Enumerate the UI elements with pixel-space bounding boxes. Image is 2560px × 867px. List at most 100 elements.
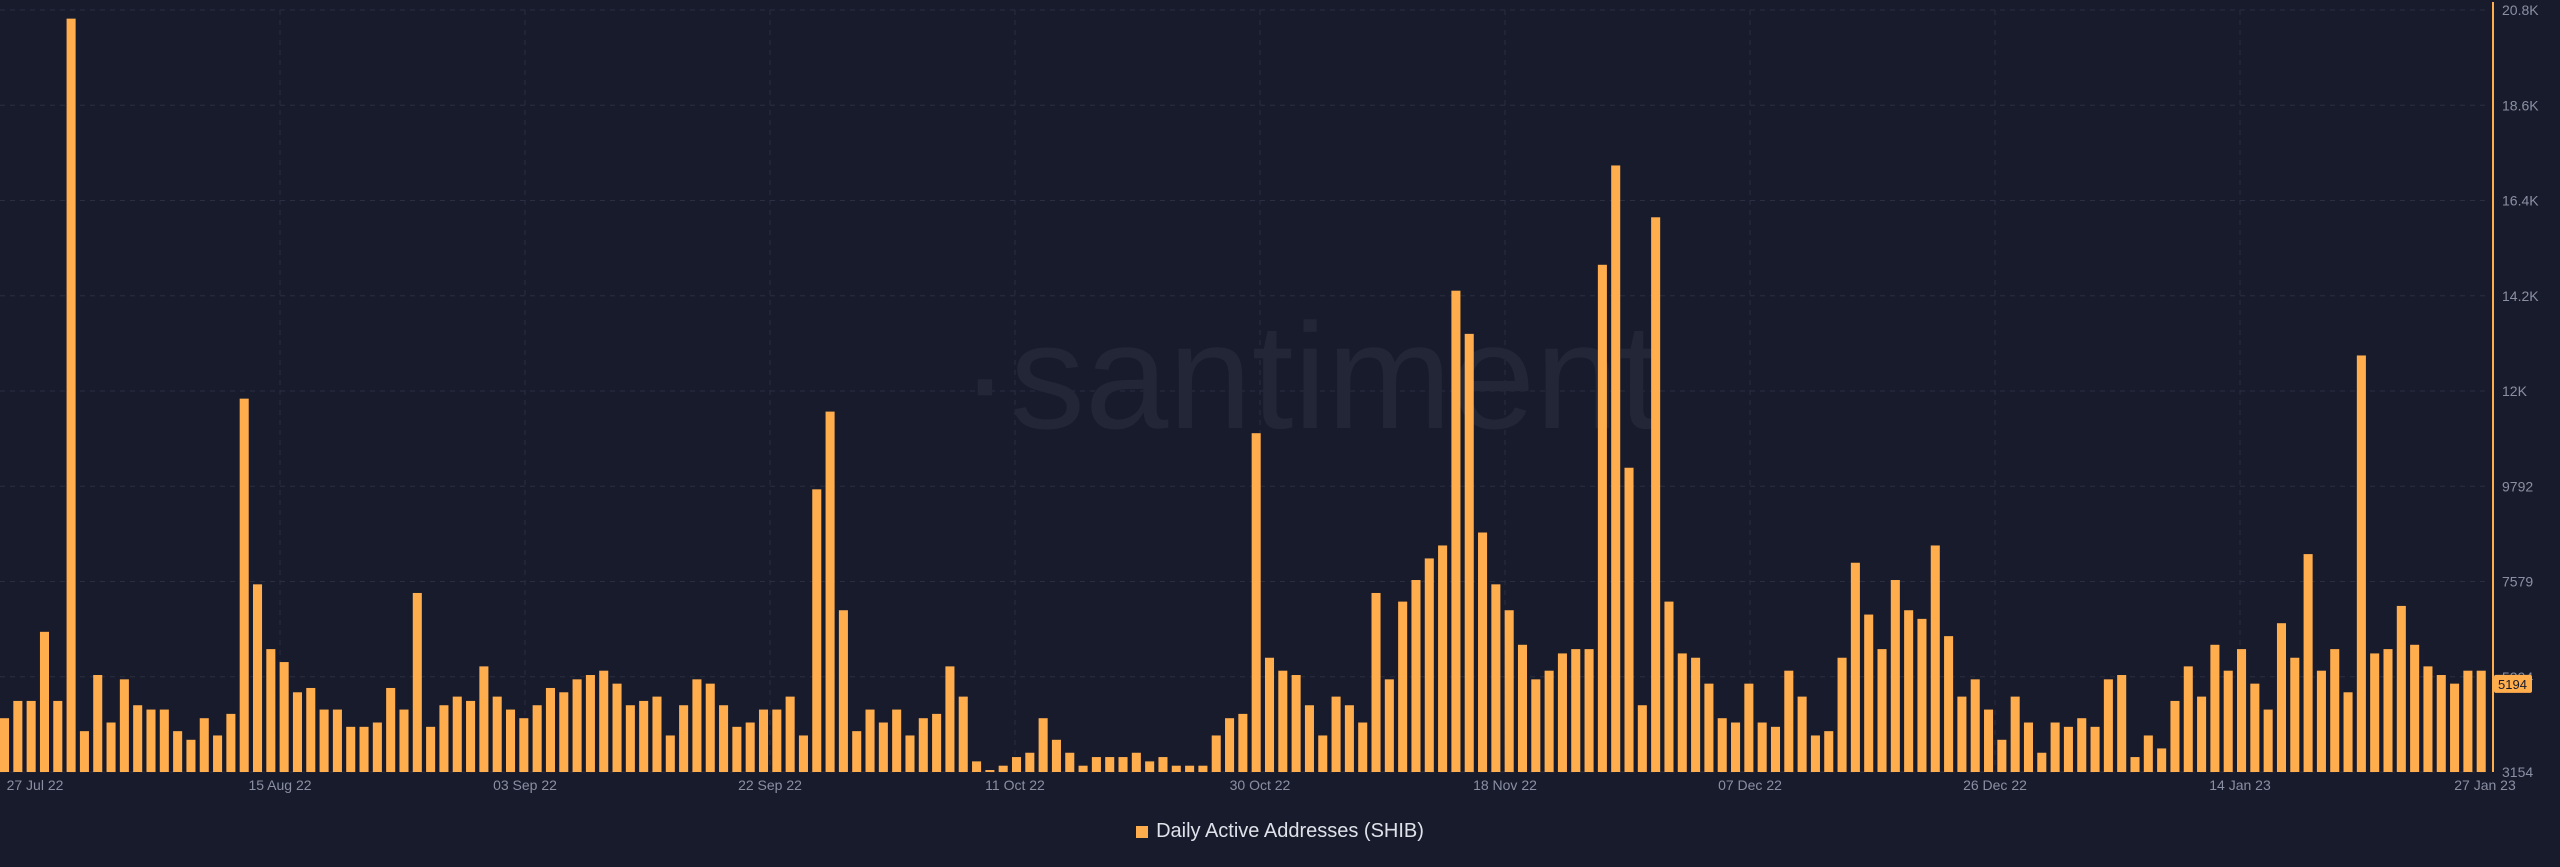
- bar[interactable]: [1757, 722, 1767, 772]
- bar[interactable]: [13, 700, 23, 772]
- bar[interactable]: [1704, 683, 1714, 772]
- bar[interactable]: [146, 709, 156, 772]
- bar[interactable]: [106, 722, 116, 772]
- bar[interactable]: [1065, 752, 1075, 772]
- bar[interactable]: [372, 722, 382, 772]
- bar[interactable]: [519, 718, 529, 772]
- bar[interactable]: [1571, 649, 1581, 772]
- bar[interactable]: [1358, 722, 1368, 772]
- bar[interactable]: [466, 700, 476, 772]
- bar[interactable]: [252, 584, 263, 772]
- bar[interactable]: [2276, 623, 2287, 772]
- bar[interactable]: [2050, 722, 2060, 772]
- bar[interactable]: [1557, 653, 1567, 772]
- bar[interactable]: [346, 726, 356, 772]
- bar[interactable]: [1637, 705, 1647, 772]
- bar[interactable]: [173, 731, 183, 772]
- bar[interactable]: [1384, 679, 1394, 772]
- bar[interactable]: [1171, 765, 1181, 772]
- bar[interactable]: [1438, 545, 1448, 772]
- bar[interactable]: [732, 726, 742, 772]
- bar[interactable]: [1011, 757, 1022, 772]
- bar[interactable]: [1784, 670, 1794, 772]
- bar[interactable]: [505, 709, 516, 772]
- bar[interactable]: [1611, 165, 1621, 772]
- bar[interactable]: [239, 398, 249, 772]
- bar[interactable]: [93, 675, 103, 772]
- bar[interactable]: [319, 709, 329, 772]
- bar[interactable]: [1944, 636, 1954, 772]
- bar[interactable]: [625, 705, 635, 772]
- bar[interactable]: [306, 687, 316, 772]
- bar[interactable]: [1278, 670, 1288, 772]
- bar[interactable]: [133, 705, 143, 772]
- bar[interactable]: [1145, 761, 1155, 772]
- bar[interactable]: [2223, 670, 2233, 772]
- bar[interactable]: [1318, 735, 1328, 772]
- bar[interactable]: [2170, 700, 2180, 772]
- bar[interactable]: [758, 709, 769, 772]
- bar[interactable]: [186, 739, 196, 772]
- bar[interactable]: [1957, 696, 1967, 772]
- bar[interactable]: [905, 735, 915, 772]
- bar[interactable]: [199, 718, 209, 772]
- bar[interactable]: [972, 761, 982, 772]
- bar[interactable]: [1877, 649, 1887, 772]
- bar[interactable]: [1677, 653, 1687, 772]
- bar[interactable]: [1837, 657, 1847, 772]
- bar[interactable]: [2343, 692, 2353, 772]
- bar[interactable]: [1970, 679, 1980, 772]
- bar[interactable]: [559, 692, 569, 772]
- bar[interactable]: [1770, 726, 1781, 772]
- bar[interactable]: [2476, 670, 2486, 772]
- bar[interactable]: [2356, 355, 2366, 772]
- bar[interactable]: [652, 696, 662, 772]
- bar[interactable]: [2157, 748, 2167, 772]
- bar[interactable]: [998, 765, 1008, 772]
- bar[interactable]: [865, 709, 875, 772]
- bar[interactable]: [2423, 666, 2433, 772]
- bar[interactable]: [1238, 713, 1248, 772]
- bar[interactable]: [2077, 718, 2087, 772]
- bar[interactable]: [292, 692, 302, 772]
- bar[interactable]: [1451, 290, 1461, 772]
- bar[interactable]: [159, 709, 169, 772]
- bar[interactable]: [798, 735, 808, 772]
- bar[interactable]: [1651, 217, 1661, 773]
- bar[interactable]: [772, 709, 782, 772]
- bar[interactable]: [665, 735, 675, 772]
- bar[interactable]: [2063, 726, 2073, 772]
- bar[interactable]: [1038, 718, 1048, 772]
- bar[interactable]: [1597, 264, 1607, 772]
- bar[interactable]: [852, 731, 862, 772]
- bar[interactable]: [1864, 614, 1874, 772]
- bar[interactable]: [1264, 657, 1275, 772]
- bar[interactable]: [1344, 705, 1354, 772]
- bar[interactable]: [545, 687, 555, 772]
- legend[interactable]: Daily Active Addresses (SHIB): [0, 820, 2560, 843]
- bar[interactable]: [1304, 705, 1314, 772]
- bar[interactable]: [1890, 580, 1900, 772]
- bar[interactable]: [26, 700, 36, 772]
- bar[interactable]: [2197, 696, 2207, 772]
- bar[interactable]: [692, 679, 702, 772]
- bar[interactable]: [599, 670, 609, 772]
- bar[interactable]: [2263, 709, 2273, 772]
- bar[interactable]: [1531, 679, 1541, 772]
- bar[interactable]: [532, 705, 542, 772]
- bar[interactable]: [1464, 333, 1474, 772]
- bar[interactable]: [1398, 601, 1408, 772]
- bar[interactable]: [1624, 467, 1634, 772]
- bar[interactable]: [2290, 657, 2300, 772]
- bar[interactable]: [1744, 683, 1754, 772]
- bar[interactable]: [1478, 532, 1488, 772]
- bar[interactable]: [1078, 765, 1088, 772]
- bar[interactable]: [1997, 739, 2007, 772]
- bar[interactable]: [119, 679, 129, 772]
- bar[interactable]: [426, 726, 436, 772]
- bar[interactable]: [612, 683, 622, 772]
- bar[interactable]: [1291, 675, 1301, 772]
- bar[interactable]: [53, 700, 63, 772]
- bar[interactable]: [2410, 644, 2420, 772]
- bar[interactable]: [359, 726, 369, 772]
